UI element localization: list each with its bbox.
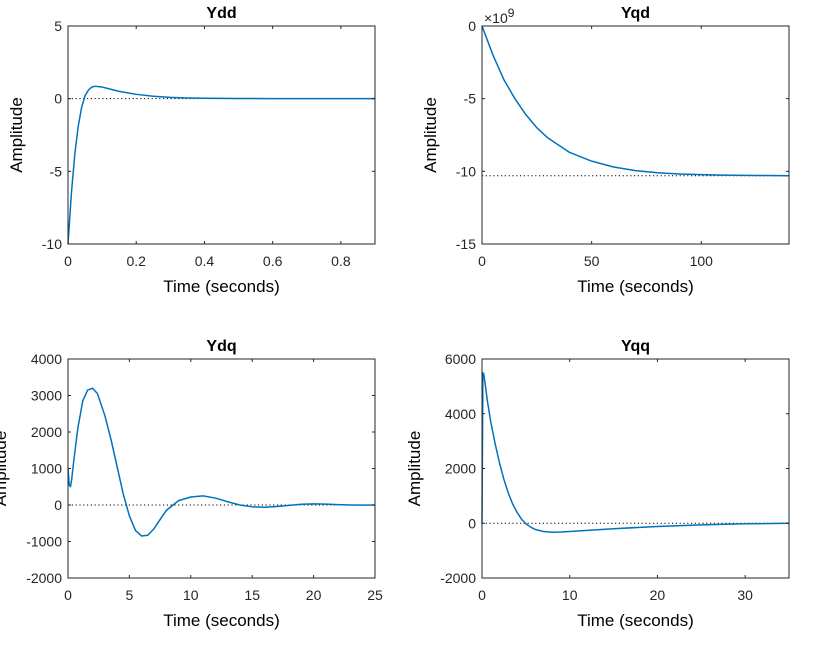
yqd-x-tick-label: 0 [478,253,486,269]
ydq-x-tick-label: 10 [183,587,199,603]
ydq-y-tick-label: 2000 [31,424,62,440]
ydq-x-axis-label: Time (seconds) [163,611,280,630]
ydd-y-tick-label: 0 [54,91,62,107]
ydd-series-line [67,85,376,245]
yqd-y-tick-label: 0 [468,18,476,34]
yqq-y-tick-label: -2000 [440,570,476,586]
yqd-series-line [481,25,790,177]
ydq-chart-title: Ydq [206,338,236,355]
yqd-x-axis-label: Time (seconds) [577,277,694,296]
yqd-y-tick-label: -15 [456,236,476,252]
ydq-y-axis-label: Amplitude [0,431,10,507]
ydd-x-tick-label: 0 [64,253,72,269]
yqd-exponent-label: ×109 [484,6,515,26]
ydq-y-tick-label: 3000 [31,388,62,404]
ydd-y-tick-label: -10 [42,236,62,252]
ydd-x-tick-label: 0.4 [195,253,215,269]
ydd-x-tick-label: 0.8 [331,253,351,269]
yqd-axes-box [481,25,790,245]
ydq-x-tick-label: 25 [367,587,383,603]
yqd-chart-title: Yqd [621,5,650,22]
yqd-x-tick-label: 100 [690,253,714,269]
yqq-y-tick-label: 2000 [445,461,476,477]
ydq-y-tick-label: 4000 [31,351,62,367]
yqq-x-tick-label: 10 [562,587,578,603]
yqd-y-tick-label: -5 [464,91,477,107]
yqd-x-tick-label: 50 [584,253,600,269]
yqq-series-line [481,371,790,534]
ydd-plot-area [68,26,375,244]
yqq-x-tick-label: 30 [737,587,753,603]
subplot-yqd: 0 50 100 -15 -10 -5 0 Yqd Time (seconds) Amplitud… [421,5,790,296]
yqq-plot-area [482,359,789,578]
ydq-y-tick-label: -2000 [26,570,62,586]
ydd-y-axis-label: Amplitude [7,97,26,173]
ydd-y-tick-label: 5 [54,18,62,34]
ydq-x-tick-label: 0 [64,587,72,603]
yqq-y-axis-label: Amplitude [405,431,424,507]
ydq-x-tick-label: 15 [244,587,260,603]
yqq-y-tick-label: 6000 [445,351,476,367]
ydq-y-tick-label: -1000 [26,534,62,550]
ydq-y-tick-label: 1000 [31,461,62,477]
ydd-x-tick-label: 0.6 [263,253,283,269]
yqq-y-tick-label: 4000 [445,406,476,422]
ydd-axes-box [67,25,376,245]
ydd-chart-title: Ydd [206,5,236,22]
yqd-y-axis-label: Amplitude [421,97,440,173]
subplot-ydd: 0 0.2 0.4 0.6 0.8 -10 -5 0 5 Ydd Time (seconds) Amp… [7,5,376,296]
ydd-x-tick-label: 0.2 [126,253,146,269]
ydq-y-tick-label: 0 [54,497,62,513]
ydq-series-line [67,387,376,537]
yqd-plot-area [482,26,789,244]
yqq-x-tick-label: 0 [478,587,486,603]
ydd-x-axis-label: Time (seconds) [163,277,280,296]
yqq-y-tick-label: 0 [468,515,476,531]
yqq-x-axis-label: Time (seconds) [577,611,694,630]
yqq-chart-title: Yqq [621,338,650,355]
ydd-y-tick-label: -5 [50,163,63,179]
ydq-plot-area [68,359,375,578]
ydq-x-tick-label: 5 [126,587,134,603]
yqq-x-tick-label: 20 [650,587,666,603]
ydq-x-tick-label: 20 [306,587,322,603]
yqd-y-tick-label: -10 [456,163,476,179]
subplot-ydq: 0 5 10 15 20 25 -2000 -1000 0 1000 2000 3000 4000 Ydq… [0,338,383,630]
